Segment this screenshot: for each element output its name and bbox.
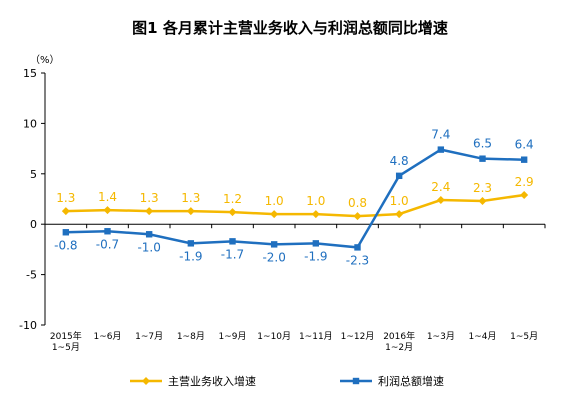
data-label: 0.8 xyxy=(348,196,367,210)
data-point xyxy=(270,241,278,248)
data-point xyxy=(187,240,195,247)
series-profit-growth: -0.8 -0.7 -1.0 -1.9 -1.7 -2.0 -1.9 -2.3 4.8 7.4 6.… xyxy=(54,128,534,268)
data-point xyxy=(479,155,486,162)
data-point xyxy=(478,197,487,206)
legend-item: 利润总额增速 xyxy=(340,374,444,388)
data-label: 4.8 xyxy=(390,154,409,168)
data-label: 1.0 xyxy=(265,194,284,208)
x-tick-label: 1~7月 xyxy=(135,331,163,342)
data-label: 1.3 xyxy=(181,191,200,205)
chart-title: 图1 各月累计主营业务收入与利润总额同比增速 xyxy=(132,19,448,37)
data-point xyxy=(103,206,112,215)
data-label: 1.3 xyxy=(56,191,75,205)
data-point xyxy=(104,228,111,235)
data-point xyxy=(437,146,445,153)
data-point xyxy=(520,156,528,163)
data-label: -1.7 xyxy=(221,247,244,261)
y-tick-label: -5 xyxy=(26,269,37,282)
data-point xyxy=(311,210,320,219)
data-label: 1.3 xyxy=(140,191,159,205)
data-point xyxy=(395,210,404,219)
series-line xyxy=(65,148,525,249)
data-point xyxy=(61,207,70,216)
y-tick-label: -10 xyxy=(19,319,37,332)
data-label: 7.4 xyxy=(431,128,450,142)
data-label: 1.0 xyxy=(306,194,325,208)
legend-swatch-marker xyxy=(352,377,360,385)
series-line xyxy=(65,193,525,218)
y-tick-labels: 15 10 5 0 -5 -10 xyxy=(19,67,37,332)
legend: 主营业务收入增速 利润总额增速 xyxy=(130,374,444,388)
data-label: 1.0 xyxy=(390,194,409,208)
data-label: 2.9 xyxy=(515,175,534,189)
data-label: 2.4 xyxy=(431,180,450,194)
data-point xyxy=(395,172,403,180)
data-point xyxy=(520,190,529,199)
x-tick-label: 1~9月 xyxy=(219,331,247,342)
series-group: 1.3 1.4 1.3 1.3 1.2 1.0 1.0 0.8 1.02.4 2.3 2.9-0.8… xyxy=(54,128,534,268)
x-tick-label: 1~10月 xyxy=(257,331,291,342)
series-revenue-growth: 1.3 1.4 1.3 1.3 1.2 1.0 1.0 0.8 1.0 2.4 2.3 2.9 xyxy=(56,175,534,221)
data-label: 6.4 xyxy=(515,138,534,152)
y-tick-label: 15 xyxy=(23,67,37,80)
y-tick-label: 5 xyxy=(30,168,37,181)
legend-item: 主营业务收入增速 xyxy=(130,374,256,388)
x-tick-label: 2016年 xyxy=(383,330,415,342)
legend-label: 利润总额增速 xyxy=(378,374,444,388)
data-label: 1.2 xyxy=(223,192,242,206)
data-point xyxy=(62,229,70,236)
y-tick-label: 0 xyxy=(30,218,37,231)
x-tick-label: 1~12月 xyxy=(341,331,375,342)
x-tick-label: 1~2月 xyxy=(385,342,413,353)
data-point xyxy=(354,244,361,251)
axes xyxy=(41,72,546,326)
data-label: 2.3 xyxy=(473,181,492,195)
data-label: -0.7 xyxy=(96,237,119,251)
data-label: -2.0 xyxy=(262,250,285,264)
data-point xyxy=(186,207,195,216)
data-label: -1.9 xyxy=(179,249,202,263)
data-label: 6.5 xyxy=(473,137,492,151)
data-point xyxy=(145,207,154,216)
x-tick-label: 1~3月 xyxy=(427,331,455,342)
y-axis-unit: （%） xyxy=(30,54,60,66)
x-tick-label: 1~4月 xyxy=(469,331,497,342)
data-point xyxy=(145,231,153,238)
data-point xyxy=(312,240,320,247)
x-tick-label: 1~11月 xyxy=(299,331,333,342)
data-point xyxy=(229,238,236,245)
legend-swatch-marker xyxy=(142,377,150,385)
legend-label: 主营业务收入增速 xyxy=(168,374,256,388)
data-label: 1.4 xyxy=(98,190,117,204)
x-tick-label: 2015年 xyxy=(50,330,82,342)
x-tick-label: 1~5月 xyxy=(52,342,80,353)
data-point xyxy=(353,212,362,221)
data-label: -1.9 xyxy=(304,249,327,263)
y-tick-label: 10 xyxy=(23,117,37,130)
data-point xyxy=(270,210,279,219)
data-point xyxy=(228,208,237,217)
data-label: -1.0 xyxy=(137,240,160,254)
data-label: -2.3 xyxy=(346,253,369,267)
x-tick-label: 1~5月 xyxy=(510,331,538,342)
data-point xyxy=(436,196,445,205)
x-tick-label: 1~8月 xyxy=(177,331,205,342)
x-tick-label: 1~6月 xyxy=(94,331,122,342)
data-label: -0.8 xyxy=(54,238,77,252)
